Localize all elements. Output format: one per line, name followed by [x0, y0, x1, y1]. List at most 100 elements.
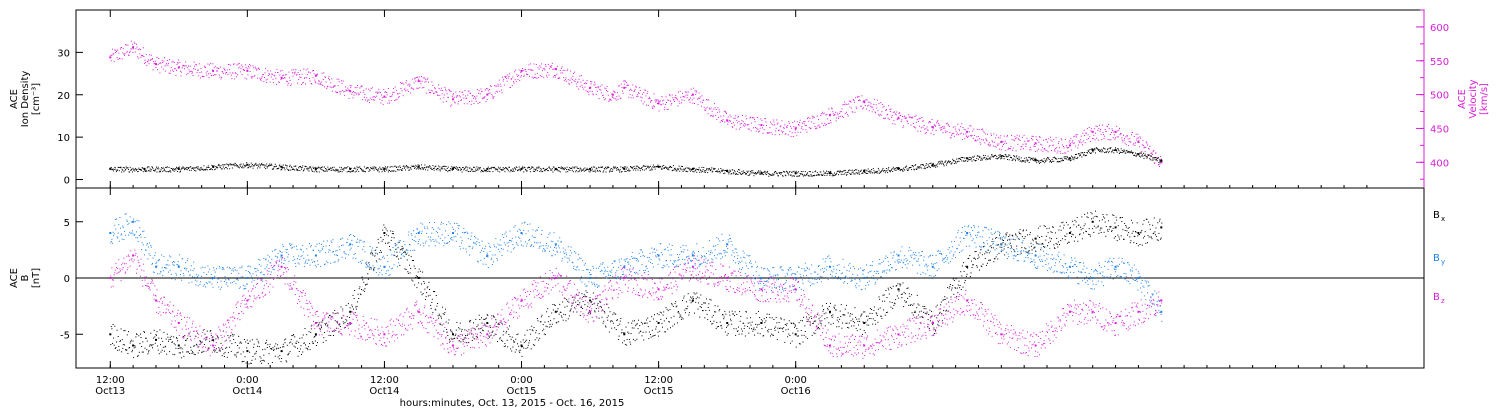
data-point-trace — [112, 169, 113, 171]
data-point-trace — [122, 167, 124, 168]
data-point-trace — [137, 171, 139, 173]
data-point-trace — [118, 57, 120, 59]
data-point-trace — [1025, 157, 1027, 159]
data-point-trace — [686, 170, 687, 172]
data-point-trace — [370, 253, 372, 255]
data-point — [1034, 159, 1037, 162]
data-point-trace — [659, 100, 661, 102]
data-point-trace — [189, 335, 191, 337]
data-point-trace — [499, 338, 501, 340]
data-point-trace — [242, 165, 244, 167]
data-point-trace — [532, 170, 534, 172]
data-point-trace — [126, 334, 128, 336]
data-point-trace — [696, 98, 698, 100]
data-point-trace — [282, 78, 284, 79]
data-point-trace — [842, 171, 843, 173]
data-point-trace — [831, 175, 833, 177]
data-point-trace — [835, 173, 837, 175]
data-point-trace — [771, 123, 773, 125]
data-point-trace — [686, 97, 688, 99]
data-point-trace — [985, 139, 987, 141]
data-point-trace — [747, 171, 749, 173]
data-point-trace — [303, 168, 305, 170]
data-point-trace — [502, 169, 504, 171]
data-point-trace — [849, 172, 851, 174]
data-point-trace — [219, 76, 221, 78]
data-point-trace — [344, 90, 346, 92]
data-point-trace — [270, 76, 272, 78]
data-point-trace — [949, 161, 951, 162]
data-point-trace — [557, 308, 559, 310]
data-point-trace — [200, 67, 202, 69]
data-point-trace — [653, 93, 655, 95]
data-point — [383, 232, 386, 234]
data-point-trace — [536, 72, 538, 74]
data-point-trace — [783, 170, 785, 172]
data-point-trace — [633, 327, 635, 329]
data-point-trace — [952, 158, 954, 160]
data-point-trace — [691, 169, 693, 171]
data-point-trace — [321, 321, 323, 323]
data-point-trace — [575, 301, 577, 303]
data-point-trace — [219, 350, 221, 352]
data-point-trace — [416, 287, 418, 289]
data-point-trace — [257, 164, 259, 166]
data-point-trace — [877, 167, 879, 169]
data-point-trace — [425, 296, 427, 298]
data-point-trace — [911, 116, 913, 118]
data-point-trace — [1027, 140, 1028, 142]
data-point-trace — [333, 166, 335, 168]
data-point-trace — [899, 168, 901, 169]
data-point-trace — [637, 169, 639, 171]
data-point-trace — [868, 104, 870, 106]
data-point-trace — [115, 169, 117, 171]
data-point-trace — [1138, 139, 1140, 141]
data-point-trace — [343, 94, 345, 96]
data-point-trace — [386, 169, 388, 171]
data-point-trace — [149, 170, 151, 172]
data-point-trace — [355, 92, 357, 94]
data-point-trace — [568, 83, 570, 85]
data-point-trace — [559, 303, 561, 305]
data-point-trace — [222, 330, 224, 332]
data-point-trace — [855, 106, 857, 108]
data-point-trace — [957, 123, 959, 125]
data-point-trace — [494, 316, 496, 318]
data-point-trace — [627, 331, 629, 333]
data-point-trace — [239, 342, 241, 344]
data-point-trace — [416, 87, 418, 89]
data-point-trace — [473, 327, 475, 329]
data-point-trace — [943, 127, 945, 129]
data-point-trace — [442, 168, 444, 170]
data-point-trace — [1037, 160, 1039, 162]
data-point-trace — [1139, 136, 1141, 138]
data-point-trace — [378, 171, 380, 173]
data-point-trace — [1150, 153, 1152, 155]
data-point-trace — [171, 61, 173, 63]
data-point-trace — [525, 169, 526, 170]
data-point-trace — [1155, 157, 1156, 158]
data-point-trace — [291, 335, 293, 337]
data-point-trace — [1044, 148, 1046, 149]
data-point-trace — [258, 165, 260, 167]
data-point-trace — [676, 170, 678, 172]
data-point-trace — [506, 168, 508, 170]
data-point-trace — [1020, 148, 1022, 150]
data-point-trace — [683, 96, 685, 97]
data-point-trace — [161, 349, 163, 351]
data-point-trace — [508, 334, 510, 335]
data-point-trace — [190, 166, 192, 168]
data-point-trace — [1084, 152, 1086, 153]
data-point-trace — [252, 356, 254, 357]
data-point-trace — [724, 121, 726, 123]
data-point-trace — [821, 175, 823, 176]
data-point-trace — [421, 164, 422, 166]
data-point-trace — [402, 168, 404, 170]
data-point-trace — [507, 168, 509, 170]
data-point-trace — [1064, 158, 1066, 160]
data-point-trace — [972, 156, 974, 158]
data-point-trace — [1074, 135, 1076, 137]
data-point-trace — [474, 170, 476, 172]
data-point-trace — [1079, 141, 1080, 143]
data-point-trace — [788, 122, 790, 124]
